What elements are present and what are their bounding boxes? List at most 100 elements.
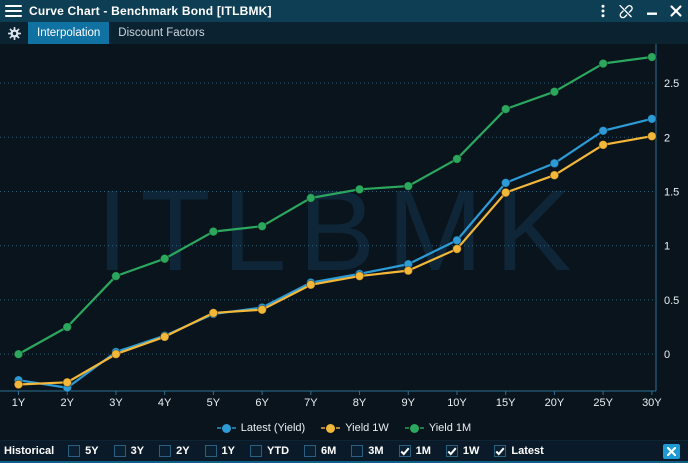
yield-curve-chart[interactable]: ITLBMK 0 0.5 1 1.5 2 2.5 1Y 2Y 3Y 4Y 5Y 6Y 7Y 8Y 9Y 10Y 1…	[0, 44, 688, 416]
historical-option-1m[interactable]: 1M	[398, 445, 431, 457]
tab-bar: Interpolation Discount Factors	[0, 22, 688, 44]
gear-icon[interactable]	[0, 22, 28, 44]
historical-option-3m[interactable]: 3M	[351, 445, 384, 457]
data-point[interactable]	[452, 235, 462, 246]
historical-close-button[interactable]	[663, 443, 680, 459]
checkbox-icon[interactable]	[113, 445, 126, 457]
chart-legend: Latest (Yield) Yield 1W Yield 1M	[0, 416, 688, 440]
window-title: Curve Chart - Benchmark Bond [ITLBMK]	[29, 4, 272, 18]
historical-option-1y[interactable]: 1Y	[204, 445, 235, 457]
data-point[interactable]	[647, 52, 657, 62]
data-point[interactable]	[159, 253, 170, 264]
y-tick-label: 1	[664, 241, 670, 253]
legend-label: Yield 1M	[428, 422, 472, 434]
close-icon	[667, 446, 676, 456]
data-point[interactable]	[208, 308, 219, 318]
data-point[interactable]	[354, 184, 365, 195]
legend-marker-icon	[321, 423, 341, 433]
historical-option-ytd[interactable]: YTD	[250, 445, 289, 457]
data-point[interactable]	[111, 271, 121, 281]
checkbox-icon[interactable]	[204, 445, 217, 457]
checkbox-checked-icon[interactable]	[398, 445, 411, 457]
historical-option-label: 3M	[368, 445, 384, 457]
x-tick-label: 10Y	[447, 397, 467, 409]
data-point[interactable]	[111, 349, 121, 359]
data-point[interactable]	[598, 140, 608, 150]
data-point[interactable]	[257, 221, 267, 231]
data-point[interactable]	[306, 193, 316, 203]
data-point[interactable]	[208, 226, 219, 237]
historical-option-label: 1M	[415, 445, 431, 457]
data-point[interactable]	[549, 86, 560, 97]
y-tick-label: 0	[664, 349, 670, 361]
link-off-icon[interactable]	[617, 3, 634, 19]
historical-option-label: 2Y	[176, 445, 190, 457]
series-line-2	[17, 55, 653, 356]
data-point[interactable]	[452, 154, 462, 164]
historical-option-2y[interactable]: 2Y	[159, 445, 190, 457]
checkbox-icon[interactable]	[351, 445, 364, 457]
minimize-icon[interactable]	[646, 5, 658, 17]
close-icon[interactable]	[670, 5, 682, 17]
data-point[interactable]	[549, 170, 560, 181]
data-point[interactable]	[62, 322, 73, 332]
data-point[interactable]	[500, 104, 511, 114]
data-point[interactable]	[403, 181, 414, 191]
historical-option-1w[interactable]: 1W	[445, 445, 480, 457]
data-point[interactable]	[647, 114, 657, 124]
historical-options: 5Y 3Y 2Y 1Y YTD 6M 3M 1M 1W Latest	[68, 445, 663, 457]
historical-option-3y[interactable]: 3Y	[113, 445, 144, 457]
legend-label: Latest (Yield)	[240, 422, 306, 434]
data-point[interactable]	[500, 187, 511, 198]
checkbox-icon[interactable]	[250, 445, 263, 457]
more-options-icon[interactable]	[601, 4, 605, 18]
data-point[interactable]	[549, 158, 560, 169]
title-bar: Curve Chart - Benchmark Bond [ITLBMK]	[0, 0, 688, 22]
data-point[interactable]	[306, 279, 316, 290]
checkbox-icon[interactable]	[304, 445, 317, 457]
historical-option-latest[interactable]: Latest	[494, 445, 544, 457]
historical-option-label: Latest	[511, 445, 544, 457]
menu-icon[interactable]	[5, 5, 22, 17]
watermark-text: ITLBMK	[96, 167, 583, 295]
data-point[interactable]	[62, 377, 73, 388]
checkbox-icon[interactable]	[68, 445, 81, 457]
data-point[interactable]	[13, 379, 24, 390]
x-tick-label: 30Y	[642, 397, 662, 409]
data-point[interactable]	[13, 349, 24, 359]
x-tick-label: 7Y	[304, 397, 318, 409]
legend-marker-icon	[404, 423, 424, 433]
data-point[interactable]	[452, 244, 462, 254]
y-tick-label: 2.5	[664, 78, 679, 90]
y-tick-label: 2	[664, 132, 670, 144]
historical-option-6m[interactable]: 6M	[304, 445, 336, 457]
data-point[interactable]	[354, 271, 365, 281]
historical-option-label: YTD	[267, 445, 290, 457]
data-point[interactable]	[647, 131, 657, 141]
chart-container: ITLBMK 0 0.5 1 1.5 2 2.5 1Y 2Y 3Y 4Y 5Y 6Y 7Y 8Y 9Y 10Y 1…	[0, 44, 688, 416]
x-tick-label: 2Y	[60, 397, 74, 409]
data-point[interactable]	[598, 125, 608, 136]
checkbox-checked-icon[interactable]	[494, 445, 507, 457]
historical-option-5y[interactable]: 5Y	[68, 445, 99, 457]
checkbox-icon[interactable]	[159, 445, 172, 457]
y-tick-label: 1.5	[664, 186, 679, 198]
data-point[interactable]	[500, 178, 511, 188]
legend-item-latest-yield-[interactable]: Latest (Yield)	[216, 422, 306, 434]
legend-item-yield-1m[interactable]: Yield 1M	[404, 422, 472, 434]
checkbox-checked-icon[interactable]	[445, 445, 458, 457]
x-tick-label: 1Y	[12, 397, 26, 409]
x-tick-label: 5Y	[207, 397, 221, 409]
data-point[interactable]	[598, 58, 608, 69]
data-point[interactable]	[403, 265, 414, 276]
x-tick-label: 8Y	[353, 397, 367, 409]
x-tick-label: 4Y	[158, 397, 172, 409]
data-point[interactable]	[257, 304, 267, 315]
tab-discount-factors[interactable]: Discount Factors	[118, 27, 205, 39]
tab-interpolation[interactable]: Interpolation	[28, 22, 110, 44]
historical-option-label: 1W	[462, 445, 480, 457]
data-point[interactable]	[159, 331, 170, 342]
historical-label: Historical	[4, 445, 55, 457]
x-tick-label: 3Y	[109, 397, 123, 409]
legend-item-yield-1w[interactable]: Yield 1W	[321, 422, 389, 434]
